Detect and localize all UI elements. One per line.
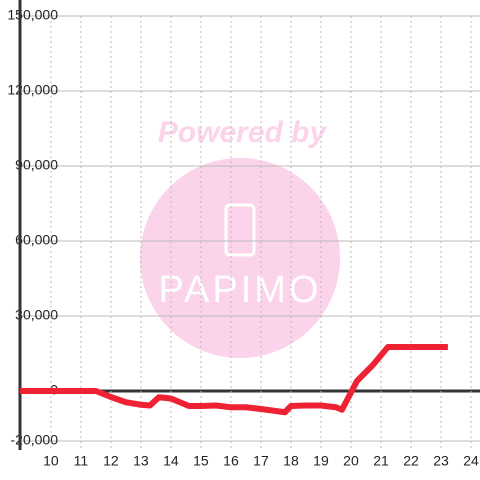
x-tick-label: 21	[373, 453, 389, 469]
y-tick-label: 60,000	[15, 232, 58, 248]
y-tick-label: 150,000	[7, 7, 58, 23]
watermark-logo: PAPIMO	[159, 269, 322, 311]
x-tick-label: 18	[283, 453, 299, 469]
data-line	[20, 344, 448, 416]
y-tick-label: 30,000	[15, 307, 58, 323]
y-tick-label: 120,000	[7, 82, 58, 98]
x-tick-label: 23	[433, 453, 449, 469]
x-tick-label: 13	[133, 453, 149, 469]
x-tick-label: 14	[163, 453, 179, 469]
watermark-icon	[224, 203, 256, 257]
x-tick-label: 16	[223, 453, 239, 469]
y-tick-label: -20,000	[11, 432, 59, 448]
y-tick-label: 90,000	[15, 157, 58, 173]
x-tick-label: 17	[253, 453, 269, 469]
x-tick-label: 11	[74, 453, 89, 469]
x-tick-label: 22	[403, 453, 419, 469]
x-tick-label: 24	[463, 453, 479, 469]
watermark-circle	[140, 158, 340, 358]
x-tick-label: 20	[343, 453, 359, 469]
x-tick-label: 10	[43, 453, 59, 469]
watermark-text: Powered by	[158, 116, 328, 149]
x-tick-label: 15	[193, 453, 209, 469]
x-tick-label: 19	[313, 453, 329, 469]
x-tick-label: 12	[103, 453, 119, 469]
